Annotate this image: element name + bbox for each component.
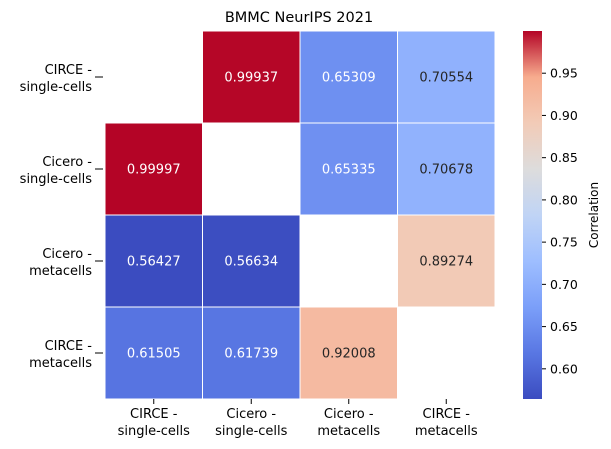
heatmap-cell bbox=[299, 306, 398, 400]
cell-value-label: 0.65335 bbox=[322, 163, 376, 178]
colorbar-tick-label: 0.95 bbox=[550, 66, 578, 81]
column-label: CIRCE -single-cells bbox=[118, 407, 191, 439]
row-label: Cicero -single-cells bbox=[20, 155, 93, 187]
cell-value-label: 0.92008 bbox=[322, 347, 376, 362]
column-label: CIRCE -metacells bbox=[415, 407, 478, 439]
column-labels: CIRCE -single-cells Cicero -single-cells C… bbox=[118, 399, 478, 439]
cell-value-label: 0.56427 bbox=[127, 255, 181, 270]
heatmap-cell bbox=[104, 306, 203, 400]
cell-value-label: 0.65309 bbox=[322, 71, 376, 86]
colorbar-label: Correlation bbox=[587, 182, 601, 248]
cell-value-label: 0.61505 bbox=[127, 347, 181, 362]
cell-value-label: 0.61739 bbox=[224, 347, 278, 362]
colorbar bbox=[523, 31, 542, 399]
cell-value-label: 0.89274 bbox=[419, 255, 473, 270]
column-label: Cicero -single-cells bbox=[215, 407, 288, 439]
colorbar-tick-label: 0.80 bbox=[550, 192, 578, 207]
heatmap-cell bbox=[202, 214, 301, 308]
row-label: CIRCE -single-cells bbox=[20, 63, 93, 95]
heatmap-cell bbox=[397, 122, 496, 216]
colorbar-ticks: 0.60 0.65 0.70 0.75 0.80 0.85 0.90 0.95 bbox=[542, 66, 578, 376]
heatmap-cell bbox=[397, 30, 496, 124]
colorbar-tick-label: 0.65 bbox=[550, 319, 578, 334]
colorbar-tick-label: 0.85 bbox=[550, 150, 578, 165]
heatmap-cell bbox=[299, 122, 398, 216]
heatmap-cell bbox=[397, 214, 496, 308]
colorbar-tick-label: 0.60 bbox=[550, 361, 578, 376]
colorbar-tick-label: 0.75 bbox=[550, 235, 578, 250]
row-label: CIRCE -metacells bbox=[29, 339, 92, 371]
cell-value-label: 0.99937 bbox=[224, 71, 278, 86]
row-label: Cicero -metacells bbox=[29, 247, 92, 279]
cell-value-label: 0.70678 bbox=[419, 163, 473, 178]
heatmap-cell bbox=[299, 30, 398, 124]
chart-title: BMMC NeurIPS 2021 bbox=[225, 10, 373, 26]
colorbar-tick-label: 0.70 bbox=[550, 277, 578, 292]
cell-value-label: 0.70554 bbox=[419, 71, 473, 86]
cell-value-label: 0.56634 bbox=[224, 255, 278, 270]
heatmap-cell bbox=[202, 30, 301, 124]
column-label: Cicero -metacells bbox=[317, 407, 380, 439]
heatmap-cells: 0.99937 0.65309 0.70554 0.99997 0.65335 0.706… bbox=[104, 30, 496, 400]
heatmap-cell bbox=[104, 122, 203, 216]
colorbar-tick-label: 0.90 bbox=[550, 108, 578, 123]
row-labels: CIRCE -single-cells Cicero -single-cells C… bbox=[20, 63, 103, 371]
cell-value-label: 0.99997 bbox=[127, 163, 181, 178]
